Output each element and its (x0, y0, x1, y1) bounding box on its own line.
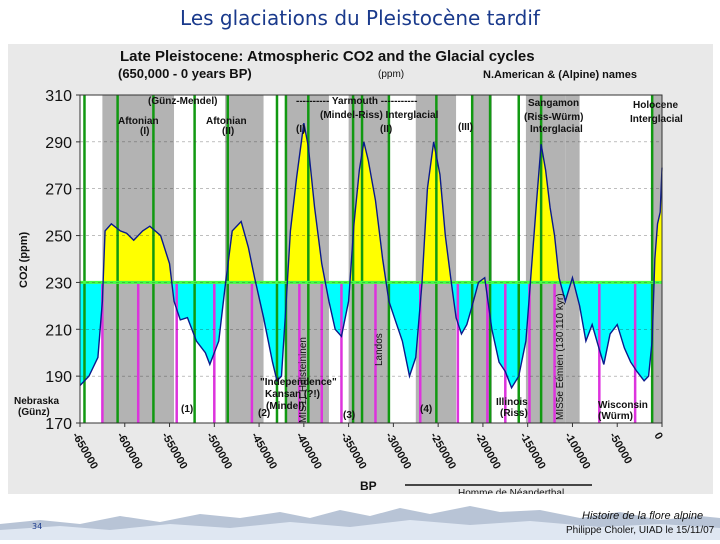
footer-line2: Philippe Choler, UIAD le 15/11/07 (566, 525, 715, 536)
interglacial-label-13: Holocene (633, 100, 678, 111)
x-tick-label-0: -650000 (69, 431, 100, 472)
interglacial-label-4: (I) (296, 124, 305, 135)
x-tick-label-5: -400000 (293, 431, 324, 472)
interglacial-label-12: Interglacial (530, 124, 583, 135)
x-tick-label-13: 0 (651, 431, 664, 442)
x-axis-label: BP (360, 479, 377, 493)
interglacial-label-7: (Günz-Mendel) (148, 96, 217, 107)
y-tick-label-5: 270 (45, 182, 72, 199)
glacial-label-3: Kansan (?!) (265, 389, 320, 400)
x-tick-label-8: -250000 (428, 431, 459, 472)
x-tick-label-11: -100000 (562, 431, 593, 472)
interglacial-label-2: Aftonian (206, 116, 247, 127)
interglacial-label-0: Aftonian (118, 116, 159, 127)
y-tick-label-4: 250 (45, 229, 72, 246)
interglacial-label-5: (II) (380, 124, 392, 135)
y-tick-label-2: 210 (45, 322, 72, 339)
x-tick-label-7: -300000 (383, 431, 414, 472)
neanderthal-label: Homme de Néanderthal (458, 488, 564, 499)
x-tick-label-4: -450000 (248, 431, 279, 472)
y-tick-label-0: 170 (45, 416, 72, 433)
interglacial-label-3: (II) (222, 126, 234, 137)
interglacial-label-9: (Mindel-Riss) Interglacial (320, 110, 439, 121)
glacial-label-11: Wisconsin (598, 400, 648, 411)
interglacial-label-8: ---------- Yarmouth ----------- (296, 96, 417, 107)
chart-subtitle: (650,000 - 0 years BP) (118, 66, 252, 81)
y-axis-label: CO2 (ppm) (18, 231, 30, 288)
x-tick-label-2: -550000 (159, 431, 190, 472)
unit-note: (ppm) (378, 69, 405, 80)
x-tick-label-12: -50000 (607, 431, 635, 467)
interglacial-label-6: (III) (458, 122, 473, 133)
interglacial-band-7 (565, 95, 580, 423)
glacial-label-12: (Würm) (598, 411, 633, 422)
glacial-label-9: Illinois (496, 397, 528, 408)
glacial-label-5: (1) (181, 404, 193, 415)
glacial-label-6: (2) (258, 408, 270, 419)
y-tick-label-1: 190 (45, 369, 72, 386)
interglacial-label-11: (Riss-Würm) (524, 112, 583, 123)
glacial-label-10: (Riss) (500, 408, 528, 419)
interglacial-label-1: (I) (140, 126, 149, 137)
mountain-banner (0, 506, 720, 540)
footer-line1: Histoire de la flore alpine (582, 510, 704, 522)
co2-line (79, 122, 663, 390)
glacial-label-7: (3) (343, 410, 355, 421)
x-tick-label-1: -600000 (114, 431, 145, 472)
chart-title: Late Pleistocene: Atmospheric CO2 and th… (120, 48, 535, 65)
glacial-fill (80, 282, 662, 388)
annotation-mis11: MIS11 Holsteininen (298, 337, 309, 423)
interglacial-fill (103, 123, 662, 283)
annotation-mis5e: MIS5e Eémien (130 110 kyr) (555, 293, 566, 420)
interglacial-label-14: Interglacial (630, 114, 683, 125)
glacial-label-0: Nebraska (14, 396, 59, 407)
interglacial-label-10: Sangamon (528, 98, 579, 109)
x-tick-label-9: -200000 (472, 431, 503, 472)
glacial-label-8: (4) (420, 404, 432, 415)
annotation-landos: Landos (374, 333, 385, 366)
glacial-label-4: (Mindel) (266, 401, 304, 412)
x-tick-label-10: -150000 (517, 431, 548, 472)
slide-title: Les glaciations du Pleistocène tardif (180, 6, 540, 30)
y-tick-label-7: 310 (45, 88, 72, 105)
x-tick-label-6: -350000 (338, 431, 369, 472)
y-tick-label-6: 290 (45, 135, 72, 152)
slide-number: 34 (32, 522, 43, 531)
glacial-label-2: "Independence" (260, 377, 337, 388)
names-note: N.American & (Alpine) names (483, 69, 638, 81)
bottom-strip (0, 494, 720, 540)
glacial-label-1: (Günz) (18, 407, 50, 418)
x-tick-label-3: -500000 (204, 431, 235, 472)
y-tick-label-3: 230 (45, 275, 72, 292)
